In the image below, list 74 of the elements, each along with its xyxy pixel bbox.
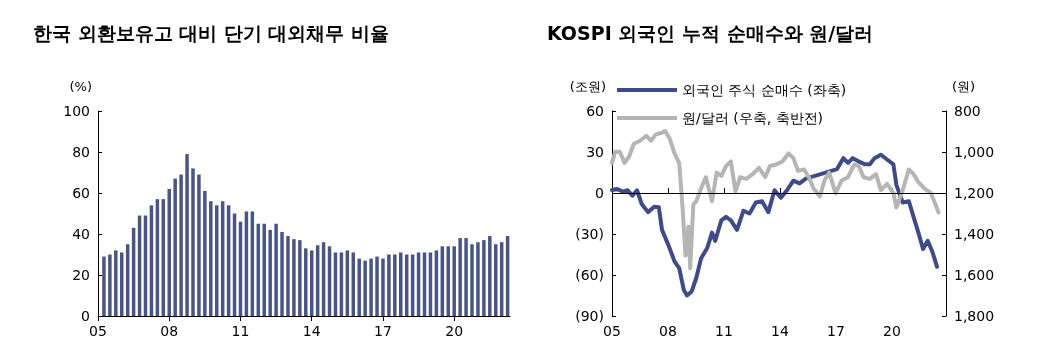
bar: [268, 229, 272, 316]
bar: [203, 190, 207, 316]
y-tick-label: 20: [72, 267, 90, 283]
bar: [114, 250, 118, 316]
y-tick-label: 100: [63, 103, 90, 119]
bar: [167, 188, 171, 316]
x-tick-label: 11: [715, 323, 733, 339]
bar: [173, 178, 177, 316]
bar: [179, 174, 183, 316]
y-tick-label: 80: [72, 144, 90, 160]
legend-label: 원/달러 (우축, 축반전): [682, 110, 823, 126]
x-tick-label: 20: [445, 323, 464, 339]
x-tick-label: 08: [659, 323, 677, 339]
y-tick-label: 60: [586, 103, 604, 119]
x-tick-label: 05: [603, 323, 621, 339]
line-series: [610, 152, 940, 298]
x-tick-label: 14: [771, 323, 789, 339]
legend-label: 외국인 주식 순매수 (좌축): [682, 82, 847, 98]
y2-axis-title: (원): [952, 79, 976, 94]
y-tick-label: 30: [586, 144, 604, 160]
bar: [476, 242, 480, 316]
y-tick-label: 60: [72, 185, 90, 201]
y2-tick-label: 1,200: [954, 185, 995, 201]
y-tick-label: 0: [81, 308, 90, 324]
x-tick-label: 17: [827, 323, 845, 339]
y-tick-label: 40: [72, 226, 90, 242]
bar: [470, 244, 474, 316]
bar: [488, 236, 492, 316]
chart-title: 한국 외환보유고 대비 단기 대외채무 비율: [33, 21, 390, 44]
y-axis-title: (조원): [569, 79, 606, 94]
y-tick-label: (30): [575, 226, 604, 242]
bar: [458, 238, 462, 316]
y2-tick-label: 1,000: [954, 144, 995, 160]
x-tick-label: 14: [302, 323, 321, 339]
y-tick-label: 0: [595, 185, 604, 201]
bar: [286, 236, 290, 316]
y-tick-label: (60): [575, 267, 604, 283]
bar: [381, 258, 385, 316]
bar: [494, 244, 498, 316]
bar: [399, 252, 403, 316]
y2-tick-label: 1,800: [954, 308, 995, 324]
bar: [185, 154, 189, 316]
bar: [102, 256, 106, 316]
y-tick-label: (90): [575, 308, 604, 324]
y2-tick-label: 800: [954, 103, 981, 119]
bar: [393, 254, 397, 316]
bar: [292, 239, 296, 316]
bar: [280, 231, 284, 316]
bar: [452, 246, 456, 316]
bar: [108, 254, 112, 316]
bar: [375, 256, 379, 316]
bar: [298, 240, 302, 316]
bar: [304, 248, 308, 316]
bar: [387, 254, 391, 316]
bar: [209, 201, 213, 316]
y-axis-title: (%): [69, 79, 92, 94]
bar: [262, 223, 266, 316]
bar: [274, 223, 278, 316]
chart-title: KOSPI 외국인 누적 순매수와 원/달러: [547, 21, 874, 44]
y2-tick-label: 1,400: [954, 226, 995, 242]
x-tick-label: 05: [89, 323, 107, 339]
line-series: [610, 129, 941, 271]
bar: [369, 258, 373, 316]
y2-tick-label: 1,600: [954, 267, 995, 283]
x-tick-label: 17: [374, 323, 392, 339]
bar: [197, 174, 201, 316]
bar: [363, 260, 367, 316]
x-tick-label: 20: [882, 323, 901, 339]
x-tick-label: 08: [160, 323, 179, 339]
bar: [482, 240, 486, 316]
bar: [191, 168, 195, 316]
bar: [357, 258, 361, 316]
bar: [464, 238, 468, 316]
x-tick-label: 11: [231, 323, 250, 339]
